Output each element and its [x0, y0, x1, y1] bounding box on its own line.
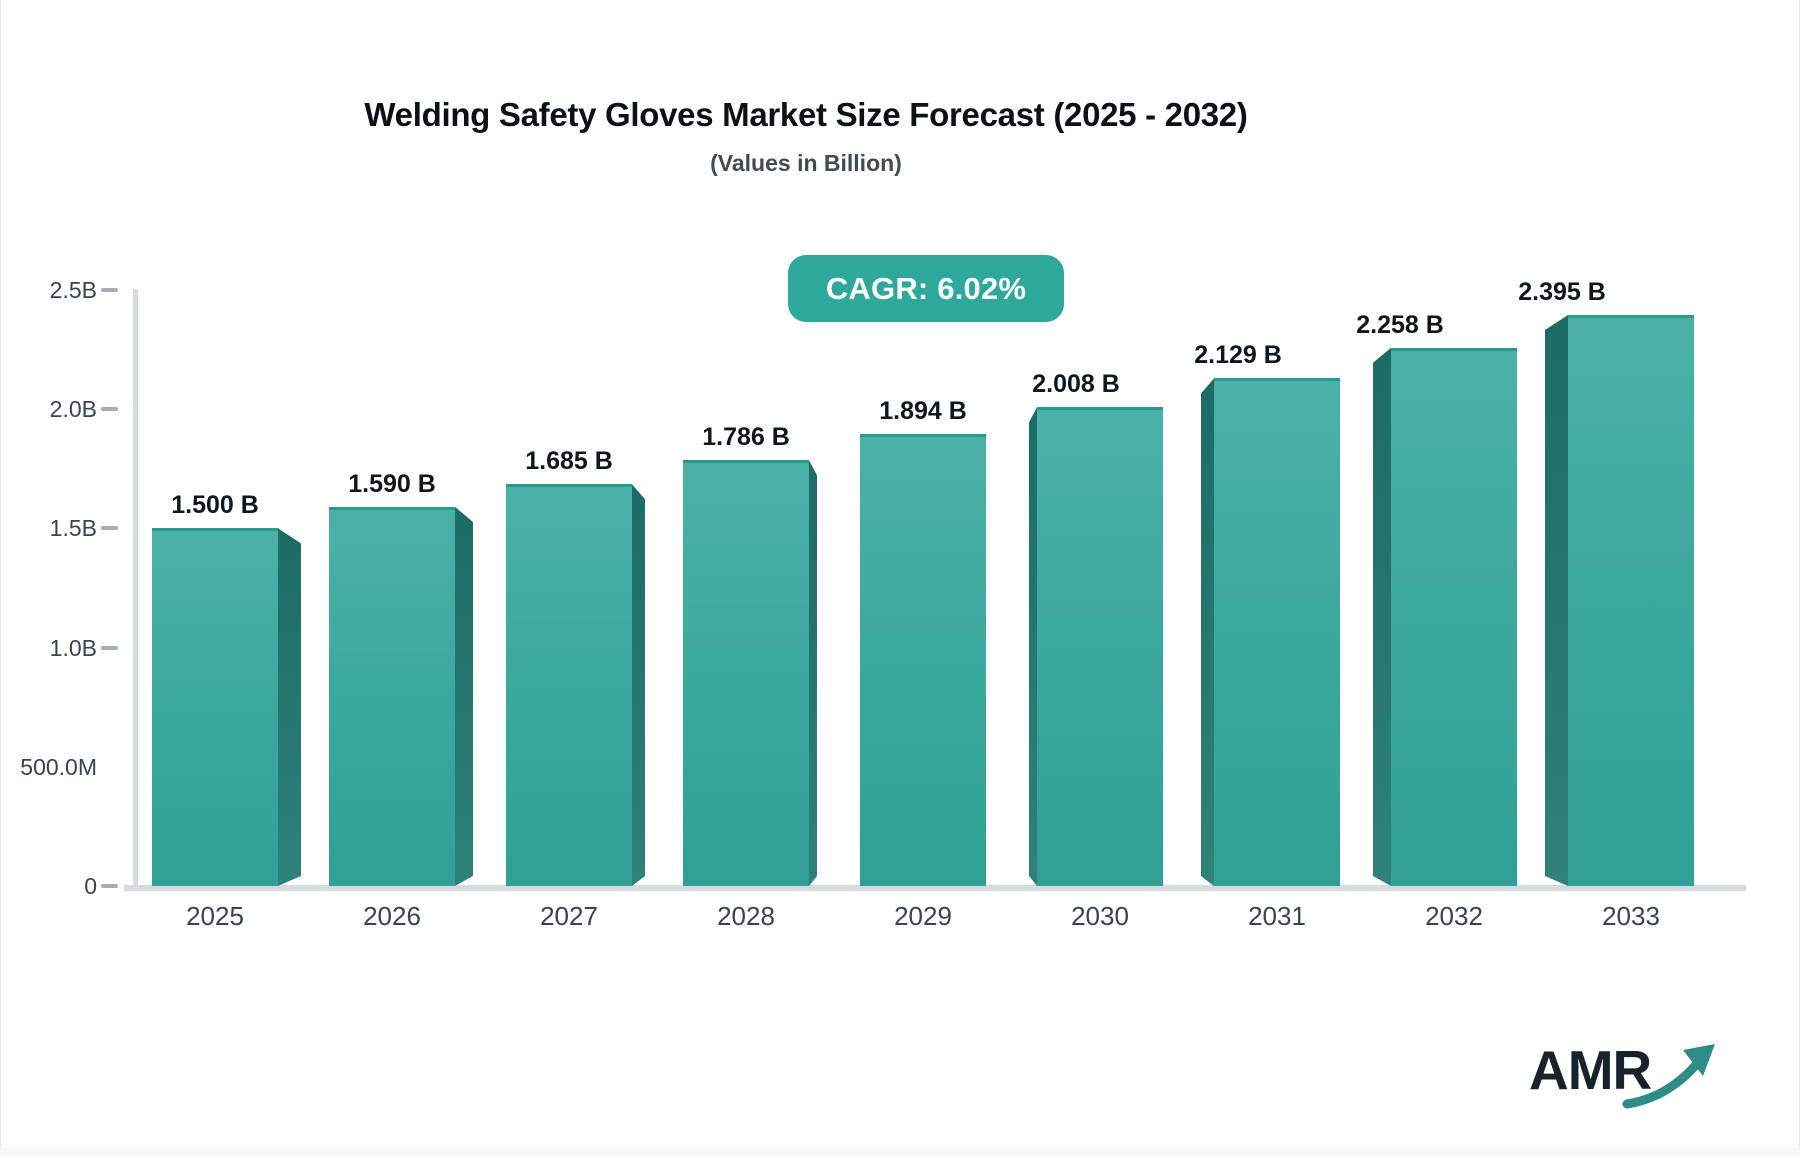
- chart-subtitle: (Values in Billion): [710, 150, 902, 176]
- x-axis-label: 2031: [1248, 901, 1306, 931]
- bar-value-label: 2.258 B: [1356, 310, 1444, 339]
- bar-3d-side: [455, 507, 473, 886]
- y-axis-label: 2.0B: [49, 396, 97, 423]
- bar-3d-side: [809, 460, 817, 886]
- x-axis-label: 2026: [363, 901, 421, 931]
- x-axis-label: 2030: [1071, 901, 1129, 931]
- bar-3d-side: [1373, 348, 1391, 886]
- cagr-badge: CAGR: 6.02%: [788, 255, 1064, 322]
- bar: [1568, 315, 1694, 886]
- bar-3d-side: [278, 528, 301, 886]
- x-axis-label: 2028: [717, 901, 775, 931]
- x-axis-label: 2033: [1602, 901, 1660, 931]
- bar-value-label: 1.500 B: [171, 491, 259, 520]
- y-axis-tick: [101, 884, 118, 888]
- y-axis-label: 1.5B: [49, 515, 97, 542]
- bar: [506, 484, 632, 886]
- amr-logo-text: AMR: [1529, 1039, 1652, 1101]
- bar: [860, 434, 986, 886]
- bar-value-label: 1.685 B: [525, 447, 613, 476]
- bar-value-label: 1.894 B: [879, 397, 967, 426]
- y-axis-tick: [101, 407, 118, 412]
- bar: [152, 528, 278, 886]
- bar-3d-side: [1029, 407, 1037, 886]
- chart-title: Welding Safety Gloves Market Size Foreca…: [364, 96, 1248, 133]
- y-axis-tick: [101, 288, 118, 292]
- bar-3d-side: [632, 484, 645, 886]
- x-axis-baseline: [124, 885, 1746, 891]
- bar: [1037, 407, 1163, 886]
- amr-logo-arrow-icon: [1622, 1044, 1715, 1109]
- y-axis-label: 2.5B: [49, 277, 97, 303]
- amr-logo: AMR: [1529, 1038, 1719, 1124]
- cagr-badge-label: CAGR: 6.02%: [825, 270, 1027, 306]
- bar-value-label: 1.786 B: [702, 423, 790, 452]
- x-axis-label: 2025: [186, 901, 244, 931]
- bar-3d-side: [1545, 315, 1568, 886]
- bar-value-label: 2.008 B: [1032, 370, 1120, 399]
- x-axis-label: 2029: [894, 901, 952, 931]
- bar: [329, 506, 455, 886]
- bar: [683, 460, 809, 886]
- bar-3d-side: [1201, 378, 1214, 886]
- y-axis-label: 1.0B: [49, 634, 97, 661]
- bar-value-label: 1.590 B: [348, 469, 436, 498]
- bar-value-label: 2.129 B: [1194, 341, 1282, 370]
- y-axis-label: 0: [84, 873, 97, 899]
- bar: [1391, 347, 1517, 886]
- x-axis-label: 2032: [1425, 901, 1483, 931]
- y-axis-tick: [101, 645, 118, 650]
- bar: [1214, 378, 1340, 886]
- y-axis-line: [133, 289, 138, 886]
- y-axis-tick: [101, 526, 118, 531]
- x-axis-label: 2027: [540, 901, 598, 931]
- bar-value-label: 2.395 B: [1518, 278, 1606, 307]
- y-axis-label: 500.0M: [20, 753, 97, 780]
